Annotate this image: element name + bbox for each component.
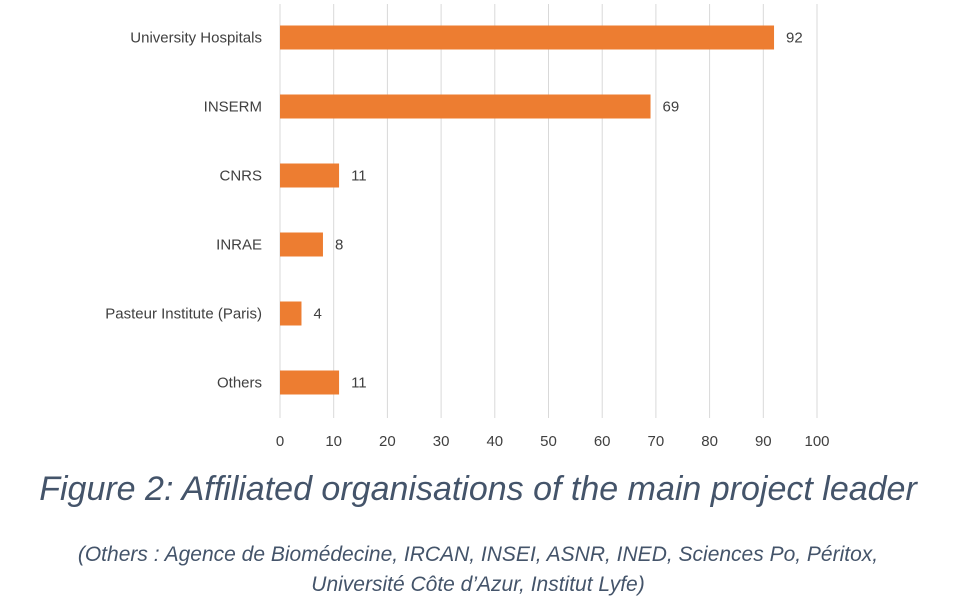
- bar-5: [280, 370, 340, 395]
- bar-4: [280, 301, 302, 326]
- category-label-3: INRAE: [216, 237, 262, 254]
- x-tick-label-30: 30: [433, 433, 450, 450]
- bars: [280, 25, 775, 395]
- bar-3: [280, 232, 323, 257]
- data-labels: 92 69 11 8 4 11: [313, 30, 802, 392]
- figure-caption-note: (Others : Agence de Biomédecine, IRCAN, …: [0, 540, 956, 600]
- category-label-2: CNRS: [219, 168, 262, 185]
- x-tick-label-100: 100: [804, 433, 829, 450]
- x-tick-label-90: 90: [755, 433, 772, 450]
- x-tick-label-0: 0: [276, 433, 284, 450]
- grid-lines: [279, 4, 818, 418]
- caption-note-line-2: Université Côte d’Azur, Institut Lyfe): [311, 573, 645, 596]
- caption-note-line-1: (Others : Agence de Biomédecine, IRCAN, …: [77, 543, 879, 566]
- x-tick-label-40: 40: [486, 433, 503, 450]
- x-tick-label-10: 10: [325, 433, 342, 450]
- bar-2: [280, 163, 340, 188]
- x-tick-label-80: 80: [701, 433, 718, 450]
- x-tick-label-70: 70: [648, 433, 665, 450]
- category-label-4: Pasteur Institute (Paris): [105, 306, 262, 323]
- x-tick-label-60: 60: [594, 433, 611, 450]
- data-label-1: 69: [663, 99, 680, 116]
- x-tick-label-50: 50: [540, 433, 557, 450]
- bar-0: [280, 25, 775, 50]
- data-label-0: 92: [786, 30, 803, 47]
- category-label-5: Others: [217, 375, 262, 392]
- figure-caption-title: Figure 2: Affiliated organisations of th…: [39, 470, 917, 508]
- category-labels: University Hospitals INSERM CNRS INRAE Paste…: [105, 30, 262, 392]
- data-label-2: 11: [351, 168, 367, 185]
- category-label-1: INSERM: [204, 99, 262, 116]
- category-label-0: University Hospitals: [130, 30, 262, 47]
- bar-1: [280, 94, 651, 119]
- bar-chart: University Hospitals INSERM CNRS INRAE Paste…: [105, 4, 830, 450]
- data-label-4: 4: [313, 306, 321, 323]
- data-label-3: 8: [335, 237, 343, 254]
- data-label-5: 11: [351, 375, 367, 392]
- x-axis-tick-labels: 0 10 20 30 40 50 60 70 80 90 100: [276, 433, 830, 450]
- x-tick-label-20: 20: [379, 433, 396, 450]
